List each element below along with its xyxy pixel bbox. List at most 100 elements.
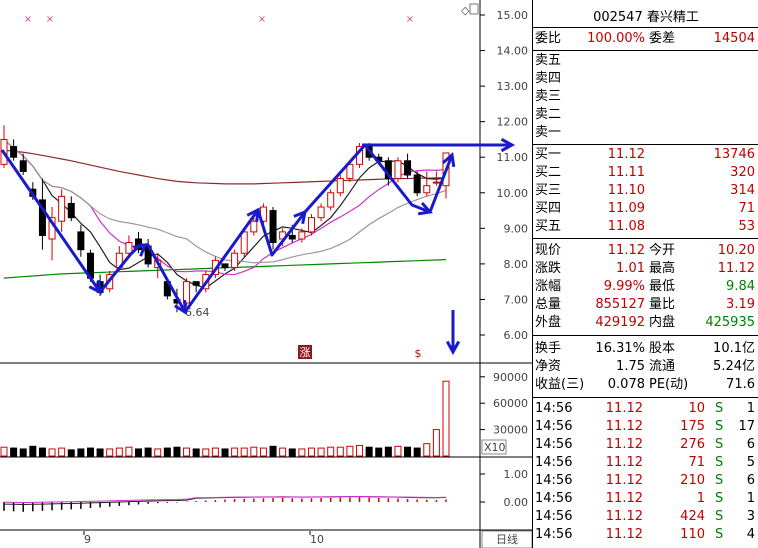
tick-row: 14:56 11.12 175 S 17	[533, 418, 758, 436]
quote-row: 总量 855127 量比 3.19	[533, 296, 758, 314]
price-axis-label: 15.00	[497, 9, 529, 22]
tick-count: 6	[746, 473, 755, 488]
quote-value: 429192	[595, 315, 645, 330]
volume-bar	[423, 443, 431, 457]
buy-price: 11.12	[607, 147, 645, 162]
quote-label: 量比	[649, 297, 676, 312]
weicha-label: 委差	[649, 31, 676, 46]
dollar-badge: $	[415, 347, 422, 360]
volume-bar	[356, 444, 364, 457]
volume-bar	[288, 448, 296, 457]
kline-chart-area[interactable]: 15.00 14.00 13.00 12.00 11.00 10.00 9.00 8.00 7.…	[0, 0, 532, 548]
volume-axis-label: 30000	[493, 424, 528, 437]
volume-bar	[202, 448, 210, 457]
annotation-arrow-head	[500, 137, 516, 153]
volume-bar	[317, 447, 325, 457]
macd-axis-label: 0.00	[504, 496, 529, 509]
annotation-arrow-head	[442, 152, 456, 168]
tick-row: 14:56 11.12 424 S 3	[533, 508, 758, 526]
kline-chart[interactable]: 15.00 14.00 13.00 12.00 11.00 10.00 9.00 8.00 7.…	[0, 0, 532, 548]
period-button[interactable]: 日线	[496, 532, 518, 546]
divider	[533, 50, 758, 51]
volume-axis-label: 90000	[493, 371, 528, 384]
volume-bar	[115, 447, 123, 457]
volume-bar	[67, 449, 75, 457]
annotation-arrow-head	[173, 299, 187, 315]
tick-price: 11.12	[605, 509, 643, 524]
candle-body	[413, 174, 421, 194]
volume-bar	[144, 447, 152, 457]
candle-body	[317, 206, 325, 219]
tick-side: S	[715, 455, 724, 470]
tick-price: 11.12	[605, 401, 643, 416]
volume-bar	[173, 446, 181, 457]
ma20-line	[3, 139, 447, 264]
buy-volume: 13746	[713, 147, 755, 162]
candle-body	[336, 178, 344, 194]
quote-label: 今开	[649, 243, 676, 258]
price-axis-label: 7.00	[504, 293, 529, 306]
tick-volume: 276	[680, 437, 705, 452]
candle-body	[269, 210, 277, 244]
tick-row: 14:56 11.12 276 S 6	[533, 436, 758, 454]
volume-bar	[307, 447, 315, 457]
quote-label: 内盘	[649, 315, 676, 330]
tick-row: 14:56 11.12 110 S 4	[533, 526, 758, 544]
volume-bar	[96, 448, 104, 457]
quote-label: 涨幅	[535, 279, 562, 294]
volume-bar	[250, 446, 258, 457]
divider	[533, 27, 758, 28]
annotation-arrow-head	[293, 209, 308, 225]
candle-body	[10, 146, 18, 158]
candle-body	[298, 231, 306, 240]
quote-panel: 002547 春兴精工 委比 100.00% 委差 14504 卖五 卖四 卖三…	[532, 0, 758, 548]
fund-label: 收益(三)	[535, 377, 585, 392]
tick-count: 3	[746, 509, 755, 524]
volume-bar	[38, 447, 46, 457]
tick-volume: 210	[680, 473, 705, 488]
tick-row: 14:56 11.12 71 S 5	[533, 454, 758, 472]
quote-row: 涨幅 9.99% 最低 9.84	[533, 278, 758, 296]
candle-body	[423, 185, 431, 194]
buy-row: 买三 11.10 314	[533, 182, 758, 200]
volume-bar	[192, 448, 200, 457]
macd-axis-label: 1.00	[504, 468, 529, 481]
fund-value: 10.1亿	[713, 341, 755, 356]
weibi-label: 委比	[535, 31, 562, 46]
candle-body	[288, 234, 296, 240]
stock-code: 002547	[593, 10, 643, 25]
tick-volume: 110	[680, 527, 705, 542]
tick-volume: 71	[688, 455, 705, 470]
tick-volume: 1	[696, 491, 705, 506]
low-price-label: 6.64	[185, 306, 210, 319]
annotation-arrow-head	[88, 279, 102, 295]
x-axis-label: 9	[84, 533, 91, 546]
volume-bar	[86, 447, 94, 457]
tick-count: 4	[746, 527, 755, 542]
tick-count: 6	[746, 437, 755, 452]
tick-time: 14:56	[535, 491, 573, 506]
tick-volume: 424	[680, 509, 705, 524]
volume-bar	[29, 445, 37, 457]
tick-side: S	[715, 473, 724, 488]
volume-bar	[404, 446, 412, 457]
sell-label: 卖一	[535, 125, 562, 140]
fund-row: 净资 1.75 流通 5.24亿	[533, 358, 758, 376]
tick-count: 5	[746, 455, 755, 470]
quote-label: 最低	[649, 279, 676, 294]
fund-value: 1.75	[616, 359, 645, 374]
candle-body	[67, 202, 75, 219]
buy-row: 买二 11.11 320	[533, 164, 758, 182]
candle-body	[394, 160, 402, 180]
volume-bar	[384, 446, 392, 457]
volume-bar	[259, 447, 267, 457]
volume-bar	[394, 445, 402, 457]
volume-bar	[375, 447, 383, 457]
quote-label: 总量	[535, 297, 562, 312]
candle-body	[221, 263, 229, 268]
fund-label: 流通	[649, 359, 676, 374]
buy-label: 买四	[535, 201, 562, 216]
tick-side: S	[715, 527, 724, 542]
buy-label: 买三	[535, 183, 562, 198]
divider	[533, 335, 758, 336]
